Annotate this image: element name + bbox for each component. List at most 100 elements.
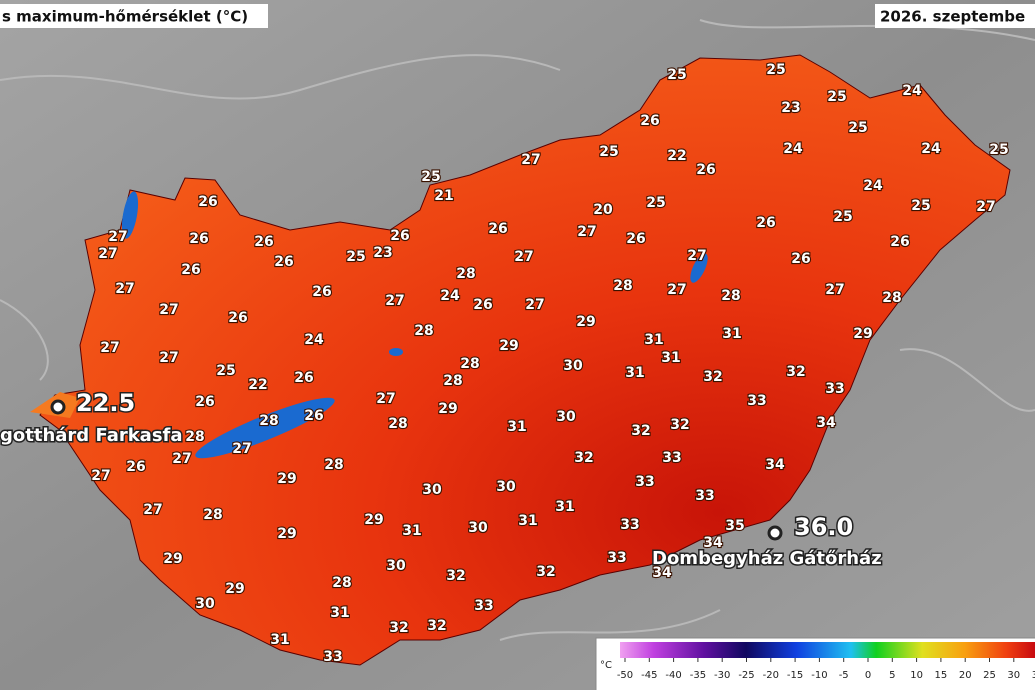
station-label: 33 [620, 517, 639, 533]
station-label: 27 [115, 281, 134, 297]
max-name: Dombegyház Gátőrház [652, 548, 882, 569]
station-label: 33 [474, 598, 493, 614]
max-value: 36.0 [794, 513, 853, 541]
legend-tick-label: 10 [910, 670, 923, 681]
station-label: 25 [646, 195, 665, 211]
lakes [121, 191, 708, 459]
legend-tick-label: 30 [1007, 670, 1020, 681]
station-label: 30 [422, 482, 442, 498]
station-label: 25 [599, 144, 618, 160]
station-label: 32 [703, 369, 722, 385]
legend-tick-label: -10 [811, 670, 827, 681]
legend-tick-label: -45 [641, 670, 657, 681]
legend-tick-label: -20 [763, 670, 779, 681]
station-label: 33 [695, 488, 714, 504]
station-label: 25 [989, 142, 1008, 158]
legend-tick-label: -40 [665, 670, 681, 681]
station-label: 27 [976, 199, 995, 215]
station-label: 33 [607, 550, 626, 566]
station-label: 20 [593, 202, 613, 218]
station-label: 26 [304, 408, 323, 424]
station-label: 32 [574, 450, 593, 466]
station-label: 24 [902, 83, 922, 99]
station-label: 27 [143, 502, 162, 518]
station-label: 25 [911, 198, 930, 214]
station-label: 21 [434, 188, 453, 204]
station-label: 25 [216, 363, 235, 379]
station-label: 27 [172, 451, 191, 467]
station-label: 26 [473, 297, 492, 313]
station-label: 28 [185, 429, 204, 445]
station-label: 27 [577, 224, 596, 240]
station-label: 32 [389, 620, 408, 636]
min-name: gotthárd Farkasfa [0, 425, 183, 446]
station-label: 24 [863, 178, 883, 194]
station-label: 26 [189, 231, 208, 247]
min-marker [50, 399, 66, 415]
station-label: 25 [833, 209, 852, 225]
station-label: 31 [625, 365, 644, 381]
station-label: 31 [555, 499, 574, 515]
station-label: 29 [438, 401, 457, 417]
station-label: 26 [274, 254, 293, 270]
station-label: 29 [163, 551, 182, 567]
station-label: 28 [324, 457, 343, 473]
station-label: 33 [323, 649, 342, 665]
station-label: 26 [126, 459, 145, 475]
relief [0, 19, 1035, 641]
station-label: 26 [198, 194, 217, 210]
station-label: 29 [225, 581, 244, 597]
station-label: 29 [277, 471, 296, 487]
station-label: 27 [91, 468, 110, 484]
station-label: 26 [181, 262, 200, 278]
station-label: 27 [100, 340, 119, 356]
station-label: 26 [626, 231, 645, 247]
station-label: 31 [402, 523, 421, 539]
station-label: 26 [228, 310, 247, 326]
station-label: 28 [456, 266, 475, 282]
station-label: 30 [386, 558, 406, 574]
station-label: 31 [644, 332, 663, 348]
legend-tick-label: 0 [865, 670, 871, 681]
station-label: 23 [781, 100, 800, 116]
station-label: 32 [536, 564, 555, 580]
legend-tick-label: 25 [983, 670, 996, 681]
legend-tick-label: -5 [839, 670, 849, 681]
station-label: 33 [635, 474, 654, 490]
station-label: 28 [882, 290, 901, 306]
station-label: 34 [652, 565, 672, 581]
station-label: 31 [722, 326, 741, 342]
station-label: 33 [825, 381, 844, 397]
station-label: 34 [765, 457, 785, 473]
station-label: 28 [332, 575, 351, 591]
station-label: 29 [499, 338, 518, 354]
station-label: 29 [853, 326, 872, 342]
station-label: 22 [667, 148, 686, 164]
station-label: 28 [443, 373, 462, 389]
min-value: 22.5 [76, 389, 135, 417]
station-label: 28 [259, 413, 278, 429]
lake [389, 348, 403, 356]
station-label: 25 [667, 67, 686, 83]
station-label: 28 [203, 507, 222, 523]
station-label: 27 [521, 152, 540, 168]
lake [690, 253, 708, 283]
station-label: 30 [468, 520, 488, 536]
station-label: 35 [725, 518, 744, 534]
station-label: 34 [703, 535, 723, 551]
station-label: 26 [696, 162, 715, 178]
station-label: 28 [613, 278, 632, 294]
station-label: 32 [786, 364, 805, 380]
legend-tick-label: -35 [690, 670, 706, 681]
station-label: 25 [766, 62, 785, 78]
station-label: 28 [721, 288, 740, 304]
legend-tick-label: 15 [935, 670, 948, 681]
station-label: 29 [364, 512, 383, 528]
station-label: 32 [446, 568, 465, 584]
station-label: 23 [373, 245, 392, 261]
station-label: 32 [631, 423, 650, 439]
station-label: 32 [670, 417, 689, 433]
title-box [0, 4, 268, 28]
